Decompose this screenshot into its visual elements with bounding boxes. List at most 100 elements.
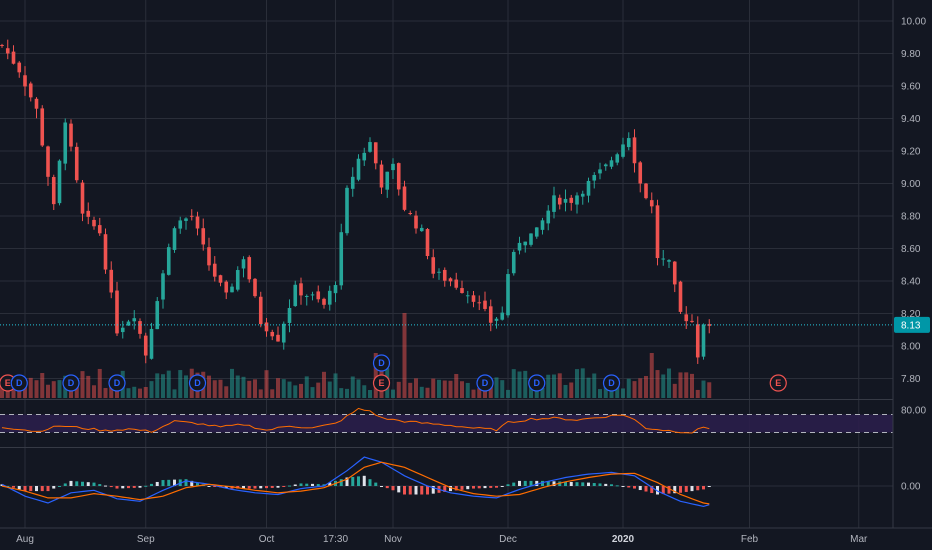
price-tick-label: 8.00: [901, 342, 921, 353]
candle-body: [586, 180, 591, 196]
macd-histogram-bar: [150, 483, 153, 486]
macd-histogram-bar: [282, 486, 286, 487]
candle-body: [184, 218, 188, 221]
candle-body: [17, 62, 22, 73]
rsi-panel[interactable]: [0, 407, 893, 434]
macd-histogram-bar: [69, 480, 73, 486]
macd-histogram-bar: [644, 486, 648, 492]
volume-bar: [707, 382, 712, 398]
macd-histogram-bar: [707, 486, 711, 487]
macd-histogram-bar: [569, 481, 573, 486]
event-markers[interactable]: E D D D DDE D D D E: [0, 354, 787, 392]
time-tick-label: Feb: [741, 534, 759, 545]
price-axis[interactable]: 10.00 9.80 9.60 9.40 9.20 9.00 8.80 8.60 8.40 8.2…: [901, 17, 926, 493]
time-axis[interactable]: Aug Sep Oct 17:30 Nov Dec 2020 Feb Mar: [16, 534, 868, 545]
volume-bar: [57, 380, 62, 398]
price-tick-label: 7.80: [901, 374, 921, 385]
candle-body: [69, 123, 73, 147]
time-tick-label: Dec: [499, 534, 517, 545]
macd-histogram-bar: [224, 486, 228, 488]
candle-body: [178, 220, 183, 229]
price-candles[interactable]: [0, 39, 712, 364]
volume-bar: [34, 380, 39, 398]
macd-histogram-bar: [58, 486, 61, 487]
macd-histogram-bar: [121, 486, 125, 489]
candle-body: [511, 251, 516, 274]
macd-histogram-bar: [104, 485, 107, 487]
candle-body: [120, 327, 125, 333]
macd-histogram-bar: [299, 483, 303, 486]
candle-body: [672, 261, 677, 285]
candle-body: [552, 195, 556, 212]
macd-panel[interactable]: [0, 456, 711, 508]
volume-bar: [327, 381, 332, 398]
candle-body: [626, 138, 631, 148]
candle-body: [80, 182, 85, 214]
volume-bar: [690, 373, 694, 398]
candle-body: [448, 278, 453, 282]
candle-body: [339, 232, 344, 286]
candle-body: [189, 215, 194, 217]
candle-body: [396, 163, 401, 190]
macd-histogram-bar: [213, 486, 217, 487]
volume-bar: [552, 374, 556, 398]
candle-body: [379, 164, 384, 188]
candle-body: [115, 290, 119, 334]
macd-histogram-bar: [190, 480, 194, 486]
volume-bar: [310, 387, 315, 398]
macd-histogram-bar: [374, 482, 378, 486]
macd-histogram-bar: [449, 486, 452, 492]
candle-body: [51, 177, 56, 205]
volume-bar: [506, 389, 510, 398]
volume-bar: [304, 376, 309, 398]
macd-histogram-bar: [483, 486, 487, 489]
macd-histogram-bar: [305, 483, 309, 486]
macd-histogram-bar: [207, 486, 211, 487]
candle-body: [132, 318, 137, 322]
volume-bar: [40, 372, 45, 398]
macd-histogram-bar: [610, 484, 613, 486]
volume-bar: [356, 379, 361, 398]
macd-histogram-bar: [621, 486, 625, 487]
volume-bar: [661, 374, 666, 398]
candle-body: [500, 312, 505, 320]
candle-body: [402, 186, 407, 210]
volume-bar: [253, 379, 257, 398]
volume-bar: [598, 389, 602, 398]
macd-histogram-bar: [523, 480, 527, 486]
macd-histogram-bar: [40, 486, 44, 492]
pane-separators: [0, 0, 932, 529]
candle-body: [218, 275, 223, 283]
macd-histogram-bar: [12, 486, 15, 488]
candle-body: [247, 257, 252, 280]
price-tick-label: 9.20: [901, 147, 921, 158]
macd-histogram-bar: [564, 481, 567, 486]
candle-body: [408, 212, 413, 214]
candle-body: [143, 335, 148, 356]
macd-histogram-bar: [454, 486, 458, 491]
macd-histogram-bar: [472, 486, 475, 489]
candle-body: [488, 306, 493, 323]
time-tick-label: Mar: [850, 534, 868, 545]
volume-bar: [695, 389, 700, 398]
volume-bar: [184, 375, 188, 398]
volume-bar: [649, 353, 654, 398]
volume-bar: [540, 387, 545, 398]
candle-body: [138, 321, 142, 334]
volume-bar: [247, 380, 252, 398]
macd-histogram-bar: [667, 486, 671, 494]
candle-body: [109, 269, 114, 293]
macd-histogram-bar: [81, 481, 84, 486]
macd-histogram-bar: [592, 483, 596, 486]
volume-bar: [684, 372, 689, 398]
macd-tick-label: 0.00: [901, 482, 921, 493]
price-tick-label: 8.40: [901, 277, 921, 288]
price-tick-label: 9.60: [901, 82, 921, 93]
volume-bar: [264, 370, 269, 398]
volume-bar: [28, 377, 33, 398]
macd-histogram-bar: [638, 486, 642, 491]
volume-bar: [678, 372, 683, 398]
marker-label: D: [482, 378, 489, 388]
volume-bar: [46, 384, 50, 398]
